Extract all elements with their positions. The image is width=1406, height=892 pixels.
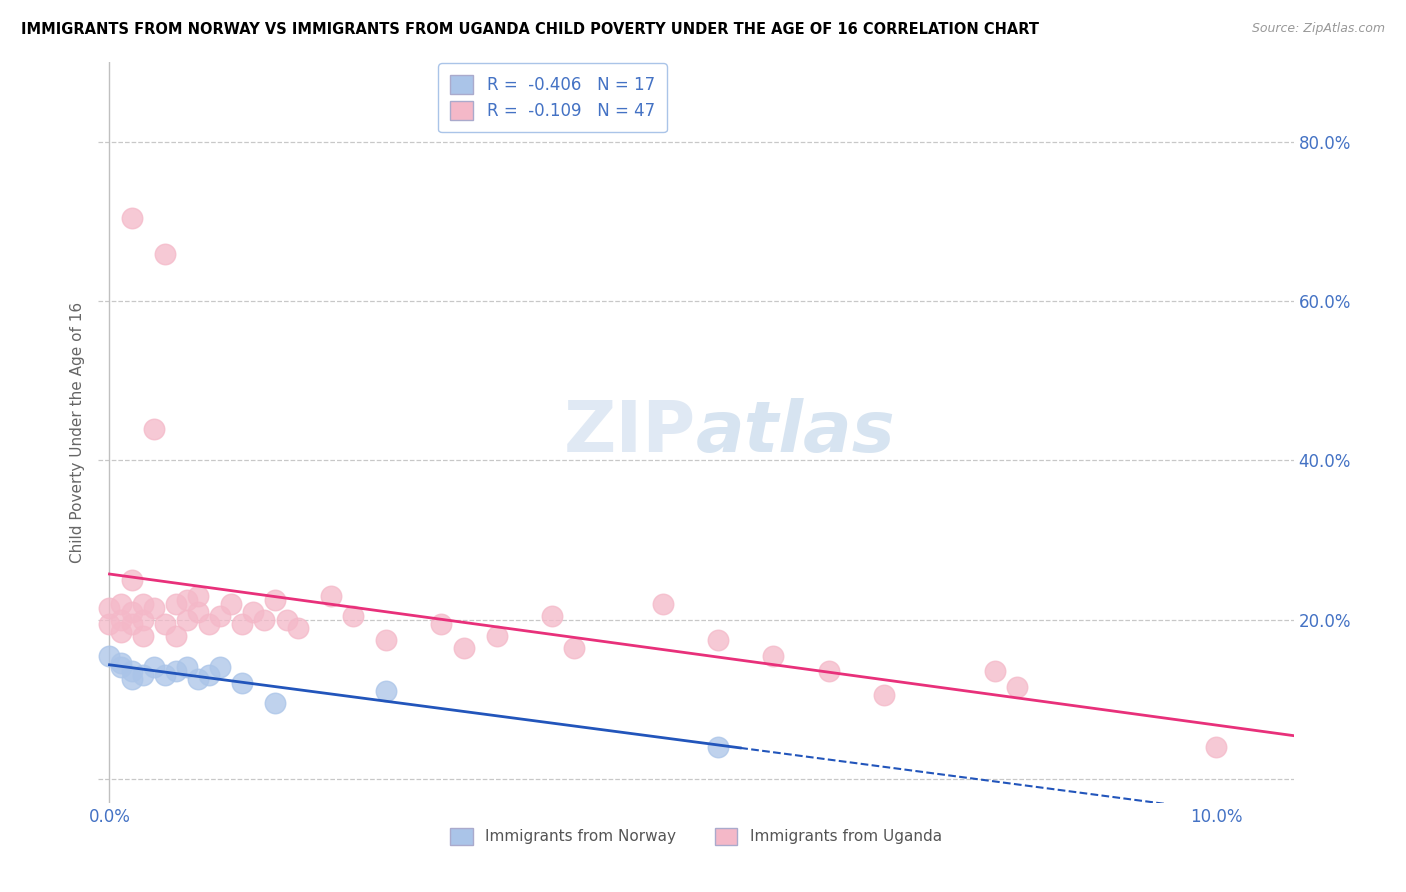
Point (131, 597, 153, 611)
Point (121, 673, 143, 687)
Text: atlas: atlas (696, 398, 896, 467)
Y-axis label: Child Poverty Under the Age of 16: Child Poverty Under the Age of 16 (69, 302, 84, 563)
Point (131, 629, 153, 643)
Point (142, 660, 165, 674)
Text: ZIP: ZIP (564, 398, 696, 467)
Point (187, 605, 209, 619)
Point (176, 592, 198, 607)
Point (231, 616, 253, 631)
Point (1005, 681, 1028, 695)
Point (110, 624, 132, 639)
Point (187, 589, 209, 603)
Point (121, 605, 143, 619)
Point (1205, 740, 1227, 755)
Point (817, 665, 839, 679)
Point (430, 616, 453, 631)
Point (219, 597, 242, 611)
Point (131, 613, 153, 627)
Point (121, 211, 143, 225)
Point (142, 422, 165, 436)
Point (98, 600, 121, 615)
Point (242, 605, 264, 619)
Point (153, 616, 176, 631)
Legend: Immigrants from Norway, Immigrants from Uganda: Immigrants from Norway, Immigrants from … (444, 822, 948, 851)
Point (276, 613, 298, 627)
Point (153, 246, 176, 260)
Text: IMMIGRANTS FROM NORWAY VS IMMIGRANTS FROM UGANDA CHILD POVERTY UNDER THE AGE OF : IMMIGRANTS FROM NORWAY VS IMMIGRANTS FRO… (21, 22, 1039, 37)
Point (98, 648, 121, 663)
Point (287, 621, 309, 635)
Point (98, 616, 121, 631)
Point (142, 600, 165, 615)
Point (131, 668, 153, 682)
Text: Source: ZipAtlas.com: Source: ZipAtlas.com (1251, 22, 1385, 36)
Point (319, 589, 342, 603)
Point (165, 665, 187, 679)
Point (264, 696, 287, 710)
Point (342, 608, 364, 623)
Point (176, 660, 198, 674)
Point (209, 660, 232, 674)
Point (209, 608, 232, 623)
Point (562, 640, 585, 655)
Point (375, 684, 398, 698)
Point (707, 632, 730, 647)
Point (253, 613, 276, 627)
Point (176, 613, 198, 627)
Point (110, 660, 132, 674)
Point (121, 665, 143, 679)
Point (121, 616, 143, 631)
Point (110, 657, 132, 671)
Point (165, 597, 187, 611)
Point (375, 632, 398, 647)
Point (121, 573, 143, 587)
Point (984, 665, 1007, 679)
Point (110, 613, 132, 627)
Point (762, 648, 785, 663)
Point (485, 629, 508, 643)
Point (453, 640, 475, 655)
Point (707, 740, 730, 755)
Point (541, 608, 564, 623)
Point (198, 616, 221, 631)
Point (187, 673, 209, 687)
Point (198, 668, 221, 682)
Point (231, 676, 253, 690)
Point (165, 629, 187, 643)
Point (873, 689, 896, 703)
Point (110, 597, 132, 611)
Point (651, 597, 673, 611)
Point (264, 592, 287, 607)
Point (153, 668, 176, 682)
